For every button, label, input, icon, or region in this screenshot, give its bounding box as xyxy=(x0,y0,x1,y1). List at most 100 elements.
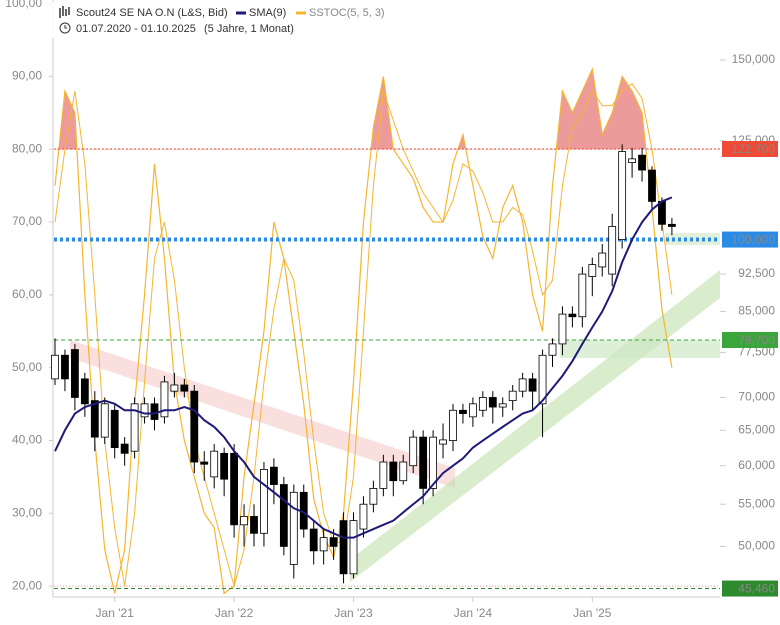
x-tick-label: Jan '22 xyxy=(215,606,254,620)
candle-body xyxy=(170,384,179,392)
candle-body xyxy=(319,537,328,552)
candle-body xyxy=(100,403,109,438)
candle-body xyxy=(369,488,378,505)
candle-body xyxy=(309,528,318,552)
candle-body xyxy=(588,264,597,277)
candle-body xyxy=(618,151,627,240)
legend-bg xyxy=(0,2,400,38)
y2-tick-label: 150,000 xyxy=(732,52,776,66)
candle-body xyxy=(61,354,69,380)
candle-body xyxy=(429,436,438,489)
candle-body xyxy=(80,378,89,405)
level-label: 100,000 xyxy=(732,233,776,247)
candle-body xyxy=(568,313,577,318)
y-tick-label: 60,00 xyxy=(12,287,42,301)
downtrend-channel xyxy=(70,340,455,488)
candle-body xyxy=(180,384,189,392)
level-tag xyxy=(722,231,778,248)
clock-hand xyxy=(64,25,67,29)
candle-body xyxy=(150,403,159,420)
candle-body xyxy=(578,273,587,318)
y-tick-label: 70,00 xyxy=(12,214,42,228)
level-label: 122,700 xyxy=(732,142,776,156)
candle-body xyxy=(389,461,398,482)
date-range: 01.07.2020 - 01.10.2025 xyxy=(76,23,196,35)
candle-body xyxy=(200,461,209,465)
y2-tick-label: 60,000 xyxy=(738,458,775,472)
candle-body xyxy=(409,436,418,467)
sstoc-line xyxy=(54,83,673,588)
candle-body xyxy=(230,452,239,526)
y-tick-label: 100,00 xyxy=(5,0,42,10)
level-label: 79,700 xyxy=(738,333,775,347)
candle-body xyxy=(120,443,129,454)
candle-body xyxy=(528,378,537,392)
candle-body xyxy=(449,409,457,441)
candle-body xyxy=(250,516,258,534)
y2-tick-label: 85,000 xyxy=(738,304,775,318)
candle-body xyxy=(279,484,288,547)
candle-body xyxy=(399,461,408,482)
candle-body xyxy=(488,397,497,408)
candle-body xyxy=(468,403,477,418)
candle-body xyxy=(140,403,149,418)
candle-body xyxy=(459,409,467,414)
y-tick-label: 80,00 xyxy=(12,141,42,155)
level-label: 45,460 xyxy=(738,582,775,596)
y-tick-label: 90,00 xyxy=(12,69,42,83)
y2-tick-label: 55,000 xyxy=(738,496,775,510)
candle-body xyxy=(240,516,248,526)
legend-label: SSTOC(5, 5, 3) xyxy=(309,7,385,19)
candle-body xyxy=(478,397,487,411)
y2-tick-label: 92,500 xyxy=(738,266,775,280)
candle-body xyxy=(508,390,517,402)
uptrend-channel xyxy=(350,270,720,582)
plot xyxy=(49,3,726,602)
legend: Scout24 SE NA O.N (L&S, Bid) SMA(9) SSTO… xyxy=(59,6,385,35)
y2-tick-label: 50,000 xyxy=(738,539,775,553)
level-tag xyxy=(722,580,778,597)
candle-body xyxy=(349,520,358,575)
x-tick-label: Jan '21 xyxy=(96,606,135,620)
candle-body xyxy=(220,452,229,480)
sstoc-line xyxy=(54,67,673,595)
y-tick-label: 50,00 xyxy=(12,360,42,374)
clock-icon xyxy=(59,22,71,34)
candle-body xyxy=(269,466,278,485)
candle-body xyxy=(51,354,59,380)
overbought-fill xyxy=(55,69,672,150)
candle-body xyxy=(359,503,368,530)
candle-body xyxy=(90,400,99,438)
y2-tick-label: 77,500 xyxy=(738,345,775,359)
candle-body xyxy=(329,537,338,547)
candle-body xyxy=(598,252,607,268)
candle-body xyxy=(110,409,119,449)
y2-tick-label: 70,000 xyxy=(738,390,775,404)
candle-body xyxy=(518,378,527,392)
candle-body xyxy=(648,169,656,202)
period: (5 Jahre, 1 Monat) xyxy=(204,23,294,35)
candle-icon xyxy=(59,6,70,18)
y-tick-label: 30,00 xyxy=(12,505,42,519)
y-tick-label: 40,00 xyxy=(12,433,42,447)
candle-body xyxy=(160,381,169,418)
x-tick-label: Jan '24 xyxy=(454,606,493,620)
sma-line xyxy=(54,196,673,539)
candle-body xyxy=(130,403,139,452)
candle-body xyxy=(638,154,646,171)
candle-body xyxy=(548,343,557,356)
candle-body xyxy=(71,349,79,398)
candle-body xyxy=(190,390,199,463)
x-tick-label: Jan '25 xyxy=(573,606,612,620)
candle-body xyxy=(658,201,666,225)
legend-title: Scout24 SE NA O.N (L&S, Bid) xyxy=(76,7,228,19)
candle-body xyxy=(289,491,298,565)
candle-body xyxy=(558,313,567,345)
candle-body xyxy=(260,469,268,534)
support-zone xyxy=(560,340,720,358)
candle-body xyxy=(668,223,676,227)
y2-tick-label: 65,000 xyxy=(738,422,775,436)
candle-body xyxy=(608,226,617,275)
legend-label: SMA(9) xyxy=(249,7,286,19)
